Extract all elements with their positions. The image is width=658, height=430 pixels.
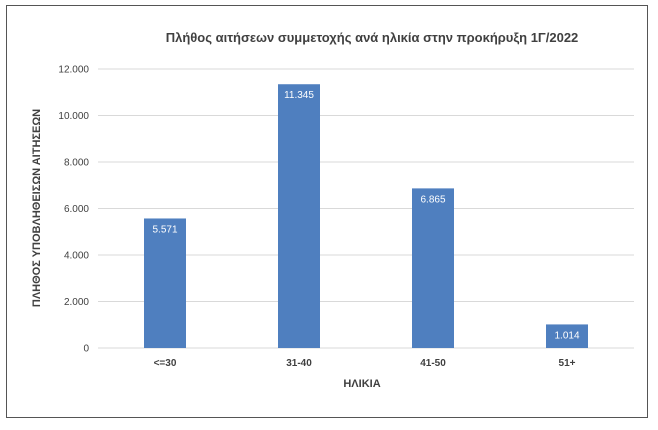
- y-tick-labels: 0 2.000 4.000 6.000 8.000 10.000 12.000: [58, 65, 89, 355]
- x-axis-label: ΗΛΙΚΙΑ: [343, 378, 380, 390]
- bar: [412, 188, 454, 348]
- y-tick-label: 6.000: [64, 204, 89, 215]
- y-tick-label: 2.000: [64, 297, 89, 308]
- gridlines: [98, 68, 634, 349]
- bar: [144, 218, 186, 348]
- y-axis-label: ΠΛΗΘΟΣ ΥΠΟΒΛΗΘΕΙΣΩΝ ΑΙΤΗΣΕΩΝ: [31, 109, 43, 307]
- bars: [144, 84, 588, 348]
- y-tick-label: 12.000: [58, 65, 89, 76]
- x-tick-label: 51+: [559, 358, 576, 369]
- x-tick-label: 31-40: [286, 358, 312, 369]
- bar-data-label: 1.014: [554, 330, 579, 341]
- bar-data-label: 5.571: [152, 224, 177, 235]
- data-labels: 5.571 11.345 6.865 1.014: [152, 90, 579, 341]
- y-tick-label: 8.000: [64, 158, 89, 169]
- y-tick-label: 0: [83, 344, 89, 355]
- x-tick-labels: <=30 31-40 41-50 51+: [154, 358, 576, 369]
- chart-frame: [6, 5, 648, 418]
- chart-title: Πλήθος αιτήσεων συμμετοχής ανά ηλικία στ…: [166, 30, 579, 45]
- y-tick-label: 10.000: [58, 111, 89, 122]
- bar-data-label: 6.865: [420, 194, 445, 205]
- bar-data-label: 11.345: [284, 90, 314, 101]
- y-tick-label: 4.000: [64, 251, 89, 262]
- bar: [278, 84, 320, 348]
- x-tick-label: 41-50: [420, 358, 446, 369]
- x-tick-label: <=30: [154, 358, 177, 369]
- bar: [546, 324, 588, 348]
